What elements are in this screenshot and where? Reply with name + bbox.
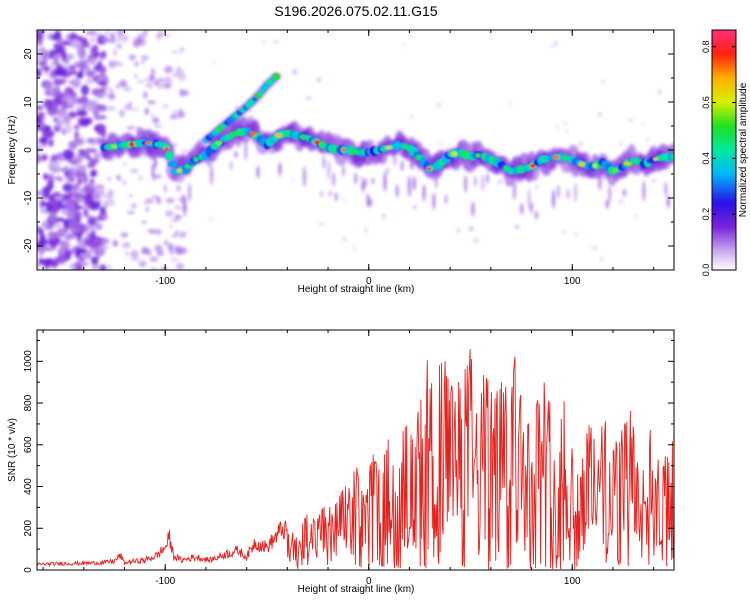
spectrogram-ridge — [100, 73, 674, 176]
y-tick-label: 200 — [23, 519, 34, 536]
y-tick-label: 0 — [23, 567, 34, 573]
snr-frame — [36, 329, 675, 571]
spectrogram-noise — [37, 30, 674, 270]
x-tick-label: 0 — [366, 276, 372, 287]
colorbar-tick-label: 0.4 — [701, 152, 711, 165]
snr-y-axis-label: SNR (10 * v/v) — [7, 418, 18, 482]
y-tick-label: 20 — [23, 48, 34, 60]
x-tick-label: 100 — [564, 576, 581, 587]
x-tick-label: 0 — [366, 576, 372, 587]
colorbar-tick-label: 0.2 — [701, 208, 711, 221]
y-tick-label: 10 — [23, 96, 34, 108]
colorbar-label: Normalized spectral amplitude — [738, 82, 749, 217]
colorbar-ticks: 0.0 0.2 0.4 0.6 0.8 — [701, 40, 736, 276]
y-tick-label: 1000 — [23, 350, 34, 373]
x-tick-label: -100 — [155, 576, 175, 587]
snr-series-line — [37, 349, 674, 570]
y-tick-label: 600 — [23, 436, 34, 453]
snr-x-axis-label: Height of straight line (km) — [298, 584, 415, 595]
colorbar-tick-label: 0.6 — [701, 96, 711, 109]
spectrogram-heatmap — [37, 30, 674, 270]
x-tick-label: 100 — [564, 276, 581, 287]
y-tick-label: 400 — [23, 478, 34, 495]
colorbar-gradient — [711, 29, 737, 271]
colorbar-tick-label: 0.0 — [701, 264, 711, 277]
spectrogram-y-axis-label: Frequency (Hz) — [7, 116, 18, 185]
y-tick-label: 800 — [23, 394, 34, 411]
x-tick-label: -100 — [155, 276, 175, 287]
y-tick-label: -10 — [23, 190, 34, 205]
colorbar-tick-label: 0.8 — [701, 40, 711, 53]
y-tick-label: -20 — [23, 238, 34, 253]
snr-line-layer — [37, 349, 674, 570]
spectrogram-x-axis-label: Height of straight line (km) — [298, 284, 415, 295]
chart-title: S196.2026.075.02.11.G15 — [274, 3, 437, 19]
y-tick-label: 0 — [23, 147, 34, 153]
colorbar: 0.0 0.2 0.4 0.6 0.8 Normalized spectral ampl… — [701, 29, 749, 276]
